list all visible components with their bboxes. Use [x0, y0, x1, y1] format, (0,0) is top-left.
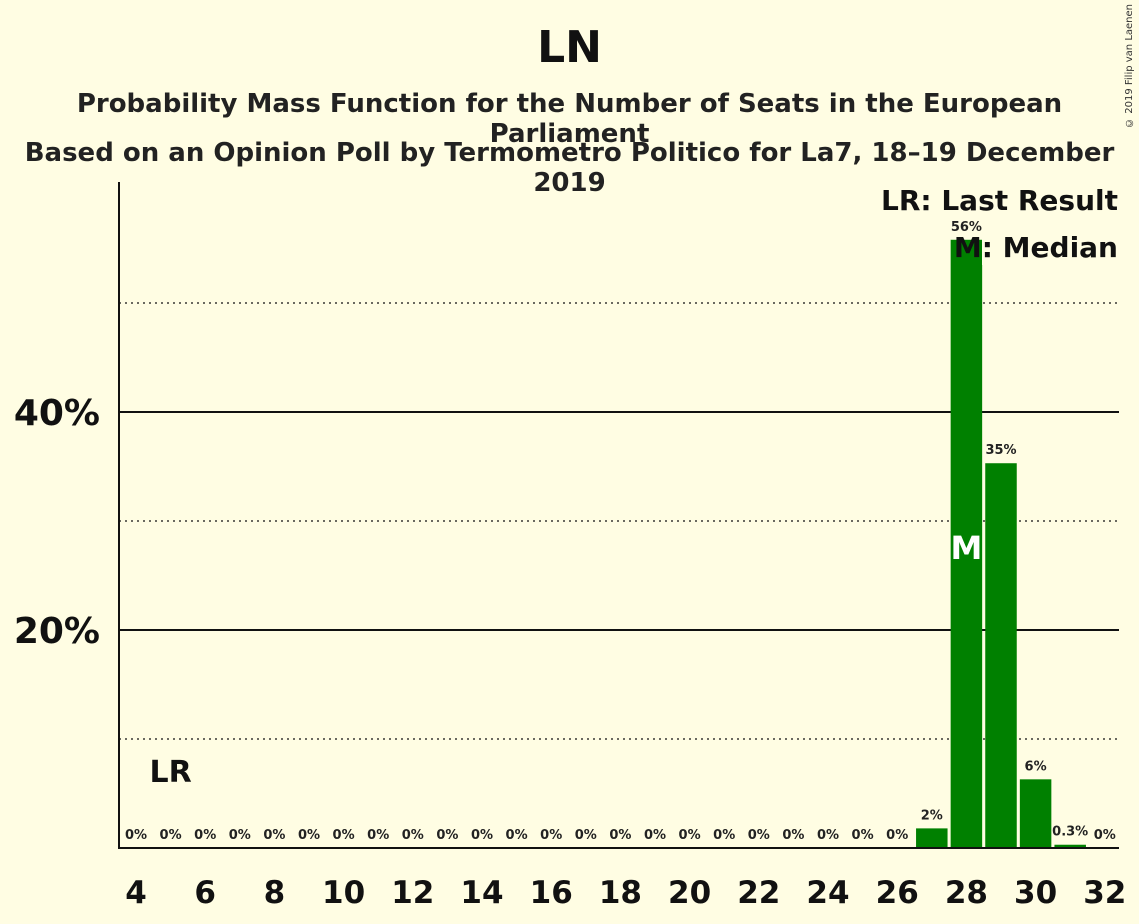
bar-seat-31: [1054, 844, 1086, 848]
chart-subtitle-2: Based on an Opinion Poll by Termometro P…: [24, 138, 1115, 198]
data-label-seat-21: 0%: [713, 828, 735, 843]
x-tick-label: 6: [194, 875, 216, 911]
x-tick-label: 8: [264, 875, 286, 911]
bar-seat-29: [985, 463, 1017, 848]
data-label-seat-23: 0%: [782, 828, 804, 843]
data-label-seat-9: 0%: [298, 828, 320, 843]
data-label-seat-22: 0%: [748, 828, 770, 843]
data-label-seat-25: 0%: [852, 828, 874, 843]
data-label-seat-31: 0.3%: [1052, 825, 1088, 840]
x-tick-label: 28: [945, 875, 988, 911]
legend-last-result: LR: Last Result: [881, 184, 1118, 217]
x-tick-label: 18: [599, 875, 642, 911]
data-label-seat-19: 0%: [644, 828, 666, 843]
data-label-seat-12: 0%: [402, 828, 424, 843]
last-result-marker: LR: [149, 755, 191, 790]
bar-seat-30: [1019, 779, 1052, 848]
x-tick-label: 24: [806, 875, 849, 911]
x-tick-label: 10: [322, 875, 365, 911]
y-tick-label: 20%: [14, 611, 100, 652]
data-label-seat-18: 0%: [609, 828, 631, 843]
x-tick-label: 16: [530, 875, 573, 911]
data-label-seat-15: 0%: [506, 828, 528, 843]
legend-bg: [935, 182, 1121, 218]
data-label-seat-11: 0%: [367, 828, 389, 843]
x-tick-label: 4: [125, 875, 147, 911]
data-label-seat-16: 0%: [540, 828, 562, 843]
data-label-seat-29: 35%: [985, 443, 1016, 458]
data-label-seat-26: 0%: [886, 828, 908, 843]
x-tick-label: 14: [460, 875, 503, 911]
x-tick-label: 12: [391, 875, 434, 911]
x-tick-label: 20: [668, 875, 711, 911]
data-label-seat-17: 0%: [575, 828, 597, 843]
chart-subtitle-1: Probability Mass Function for the Number…: [76, 89, 1063, 149]
data-label-seat-28: 56%: [951, 220, 982, 235]
data-label-seat-30: 6%: [1025, 759, 1047, 774]
x-tick-label: 22: [737, 875, 780, 911]
x-tick-label: 32: [1083, 875, 1126, 911]
data-label-seat-5: 0%: [160, 828, 182, 843]
data-label-seat-14: 0%: [471, 828, 493, 843]
median-marker: M: [950, 529, 982, 567]
legend-median: M: Median: [954, 231, 1118, 264]
data-label-seat-20: 0%: [679, 828, 701, 843]
x-tick-label: 26: [876, 875, 919, 911]
data-label-seat-27: 2%: [921, 808, 943, 823]
x-tick-label: 30: [1014, 875, 1057, 911]
legend-bg: [982, 229, 1121, 265]
data-label-seat-10: 0%: [333, 828, 355, 843]
data-label-seat-32: 0%: [1094, 828, 1116, 843]
y-tick-label: 40%: [14, 393, 100, 434]
data-label-seat-13: 0%: [436, 828, 458, 843]
bar-seat-27: [916, 828, 948, 848]
bar-seat-28: [950, 239, 983, 848]
data-label-seat-7: 0%: [229, 828, 251, 843]
data-label-seat-4: 0%: [125, 828, 147, 843]
chart-title: LN: [537, 22, 602, 73]
data-label-seat-6: 0%: [194, 828, 216, 843]
data-label-seat-8: 0%: [263, 828, 285, 843]
data-label-seat-24: 0%: [817, 828, 839, 843]
